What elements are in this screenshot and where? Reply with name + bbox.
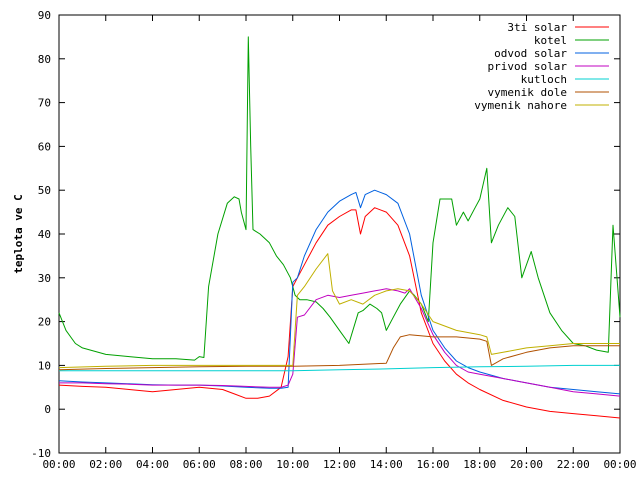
series-line-privod-solar (59, 288, 621, 397)
legend-label: vymenik nahore (474, 99, 567, 112)
x-tick-label: 14:00 (370, 458, 403, 471)
series-line-vymenik-dole (58, 334, 620, 371)
y-tick-label: 40 (38, 228, 51, 241)
y-tick-label: 30 (38, 272, 51, 285)
series-line-odvod-solar (58, 189, 621, 395)
x-axis-ticks: 00:00 02:00 04:00 06:00 08:00 10:00 12:00 14:00… (42, 15, 637, 471)
x-tick-label: 18:00 (463, 458, 496, 471)
y-tick-label: 50 (38, 184, 51, 197)
legend-label: vymenik dole (488, 86, 567, 99)
y-tick-label: 90 (38, 9, 51, 22)
x-tick-label: 08:00 (229, 458, 262, 471)
x-tick-label: 12:00 (323, 458, 356, 471)
y-tick-label: 60 (38, 140, 51, 153)
legend-label: kutloch (521, 73, 567, 86)
series-lines (58, 36, 621, 419)
y-axis-label: teplota ve C (12, 194, 25, 273)
y-tick-label: 70 (38, 97, 51, 110)
y-tick-label: 80 (38, 53, 51, 66)
y-tick-label: -10 (31, 447, 51, 460)
x-tick-label: 00:00 (603, 458, 636, 471)
legend-label: 3ti solar (507, 21, 567, 34)
legend-label: kotel (534, 34, 567, 47)
x-tick-label: 00:00 (42, 458, 75, 471)
x-tick-label: 20:00 (510, 458, 543, 471)
x-tick-label: 22:00 (557, 458, 590, 471)
series-line-vymenik-nahore (58, 253, 620, 369)
y-tick-label: 0 (44, 403, 51, 416)
x-tick-label: 02:00 (89, 458, 122, 471)
x-tick-label: 10:00 (276, 458, 309, 471)
x-tick-label: 06:00 (183, 458, 216, 471)
x-tick-label: 16:00 (416, 458, 449, 471)
legend-label: privod solar (488, 60, 568, 73)
y-axis-ticks: -10 0 10 20 30 40 50 60 70 80 90 (31, 9, 620, 460)
series-line-3ti-solar (58, 207, 621, 419)
series-line-kotel (58, 36, 621, 361)
series-line-kutloch (59, 364, 620, 372)
y-tick-label: 10 (38, 359, 51, 372)
y-tick-label: 20 (38, 316, 51, 329)
legend-label: odvod solar (494, 47, 567, 60)
x-tick-label: 04:00 (136, 458, 169, 471)
